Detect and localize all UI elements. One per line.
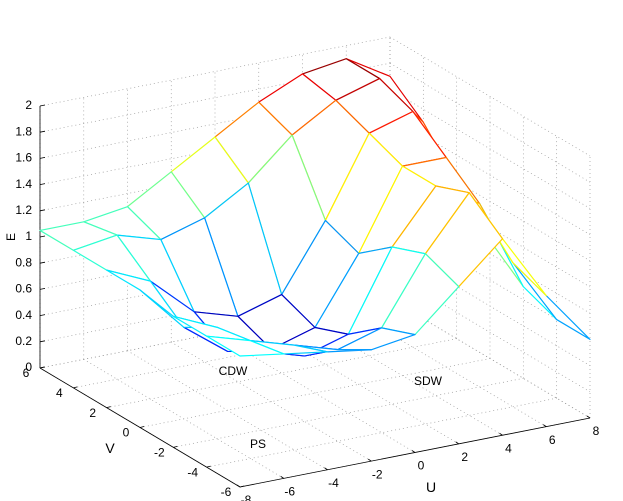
- grid-line: [389, 141, 591, 262]
- z-tick-label: 0: [25, 360, 32, 374]
- y-tick-label: -2: [154, 446, 165, 460]
- annotation: CDW: [219, 364, 248, 378]
- z-tick-label: 0.8: [15, 255, 32, 269]
- x-tick-label: 4: [505, 441, 512, 455]
- z-axis-label: E: [4, 233, 18, 241]
- grid-line: [258, 324, 459, 445]
- x-tick-label: 8: [593, 424, 600, 438]
- grid-line: [302, 315, 503, 436]
- y-tick-label: 2: [89, 406, 96, 420]
- z-tick: [39, 340, 46, 343]
- grid-line: [389, 193, 591, 314]
- y-tick-label: 6: [23, 366, 30, 380]
- grid-line: [389, 62, 591, 183]
- z-tick-label: 1.6: [15, 151, 32, 165]
- annotation: PS: [250, 437, 266, 451]
- grid-line: [389, 298, 591, 419]
- grid-line: [214, 333, 416, 453]
- y-tick-label: 4: [56, 386, 63, 400]
- z-tick-label: 1: [25, 229, 32, 243]
- y-tick-label: -6: [221, 485, 232, 499]
- z-tick-label: 1.4: [15, 177, 32, 191]
- grid-line: [389, 115, 591, 235]
- z-tick-label: 2: [25, 98, 32, 112]
- y-tick: [139, 426, 145, 428]
- z-tick: [39, 261, 46, 264]
- grid-line: [127, 350, 328, 471]
- z-tick-label: 1.8: [15, 124, 32, 138]
- z-tick-label: 0.6: [15, 282, 32, 296]
- x-tick: [499, 432, 503, 436]
- x-tick: [324, 467, 328, 471]
- z-tick-label: 1.2: [15, 203, 32, 217]
- y-tick: [206, 465, 211, 468]
- y-tick: [73, 386, 78, 389]
- grid-line: [389, 36, 591, 157]
- z-tick: [39, 288, 46, 290]
- grid-line: [389, 89, 591, 209]
- x-tick-label: -4: [328, 476, 339, 490]
- z-tick: [39, 130, 46, 133]
- grid-line: [171, 341, 372, 462]
- x-tick: [368, 458, 372, 462]
- x-tick: [280, 476, 284, 479]
- z-tick: [39, 183, 46, 185]
- grid-line: [389, 220, 591, 340]
- mesh-cell: [206, 335, 285, 357]
- x-tick: [236, 484, 241, 488]
- y-tick: [173, 445, 178, 448]
- y-axis-label: V: [105, 440, 115, 456]
- x-tick-label: -6: [284, 485, 295, 499]
- z-tick: [39, 209, 46, 212]
- z-tick: [39, 157, 46, 159]
- grid-line: [206, 397, 557, 468]
- z-tick: [39, 235, 46, 238]
- z-tick: [39, 314, 46, 316]
- x-tick: [455, 441, 459, 445]
- y-tick: [106, 406, 111, 409]
- grid-line: [389, 272, 591, 393]
- annotation: SDW: [414, 374, 443, 388]
- x-tick-label: 6: [549, 433, 556, 447]
- x-tick-label: -2: [372, 467, 383, 481]
- x-tick-label: 0: [418, 459, 425, 473]
- y-tick: [239, 485, 245, 488]
- grid-line: [173, 377, 524, 448]
- y-tick-label: -4: [187, 465, 198, 479]
- x-axis-label: U: [426, 479, 436, 495]
- x-tick-label: -8: [241, 493, 252, 501]
- z-tick: [39, 104, 46, 107]
- y-tick-label: 0: [123, 426, 130, 440]
- x-tick: [543, 424, 547, 427]
- z-tick-label: 0.4: [15, 308, 32, 322]
- grid-line: [389, 246, 591, 366]
- z-tick-label: 0.2: [15, 334, 32, 348]
- x-tick-label: 2: [461, 450, 468, 464]
- y-tick: [39, 366, 45, 369]
- x-tick: [586, 415, 591, 419]
- x-tick: [411, 450, 416, 453]
